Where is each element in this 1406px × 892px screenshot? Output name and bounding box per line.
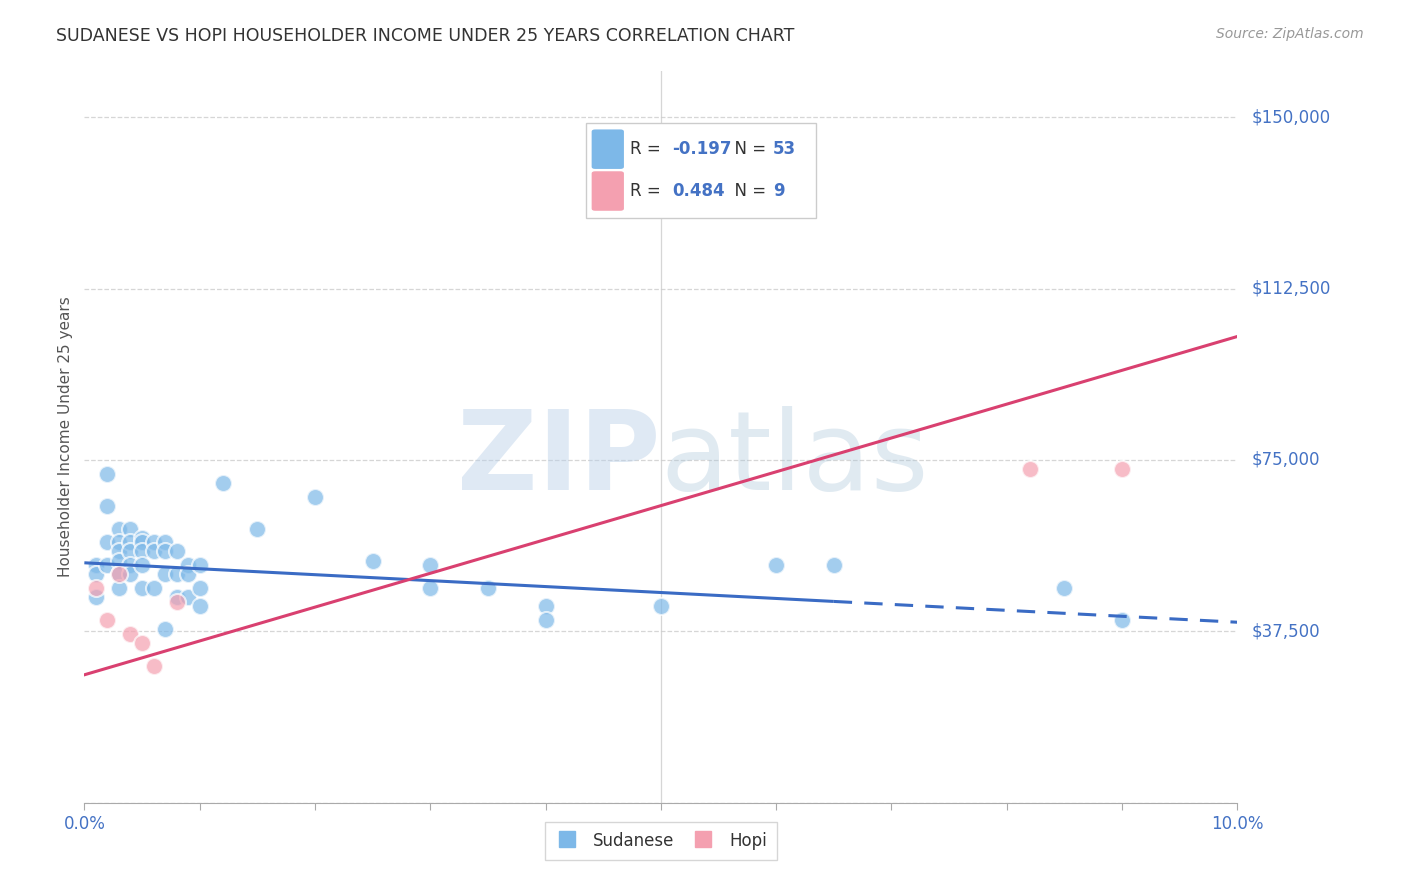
Point bbox=[120, 544, 142, 558]
Point bbox=[166, 590, 188, 604]
Text: 0.484: 0.484 bbox=[672, 182, 725, 200]
Point bbox=[108, 521, 131, 535]
Point bbox=[177, 567, 200, 582]
Point bbox=[108, 567, 131, 582]
Point bbox=[120, 626, 142, 640]
Point bbox=[108, 581, 131, 595]
Point bbox=[419, 558, 441, 573]
Point bbox=[120, 521, 142, 535]
Point bbox=[477, 581, 499, 595]
Text: atlas: atlas bbox=[661, 406, 929, 513]
Point bbox=[153, 622, 176, 636]
Point bbox=[304, 490, 326, 504]
Point bbox=[108, 553, 131, 567]
Text: Source: ZipAtlas.com: Source: ZipAtlas.com bbox=[1216, 27, 1364, 41]
Point bbox=[108, 544, 131, 558]
FancyBboxPatch shape bbox=[586, 122, 817, 218]
Point bbox=[96, 558, 118, 573]
Text: 9: 9 bbox=[773, 182, 785, 200]
FancyBboxPatch shape bbox=[592, 171, 624, 211]
FancyBboxPatch shape bbox=[592, 129, 624, 169]
Point bbox=[823, 558, 845, 573]
Point bbox=[419, 581, 441, 595]
Point bbox=[166, 544, 188, 558]
Point bbox=[96, 499, 118, 513]
Legend: Sudanese, Hopi: Sudanese, Hopi bbox=[544, 822, 778, 860]
Point bbox=[84, 590, 107, 604]
Point bbox=[142, 544, 165, 558]
Point bbox=[153, 567, 176, 582]
Point bbox=[1053, 581, 1076, 595]
Point bbox=[166, 567, 188, 582]
Point bbox=[84, 567, 107, 582]
Y-axis label: Householder Income Under 25 years: Householder Income Under 25 years bbox=[58, 297, 73, 577]
Point bbox=[96, 467, 118, 481]
Point bbox=[534, 599, 557, 614]
Point bbox=[142, 581, 165, 595]
Text: 53: 53 bbox=[773, 140, 796, 158]
Point bbox=[153, 535, 176, 549]
Point bbox=[188, 599, 211, 614]
Point bbox=[188, 581, 211, 595]
Point bbox=[120, 558, 142, 573]
Point bbox=[177, 590, 200, 604]
Point bbox=[84, 558, 107, 573]
Point bbox=[246, 521, 269, 535]
Point bbox=[142, 658, 165, 673]
Point bbox=[361, 553, 384, 567]
Point bbox=[120, 567, 142, 582]
Point bbox=[188, 558, 211, 573]
Point bbox=[131, 581, 153, 595]
Point bbox=[108, 567, 131, 582]
Text: N =: N = bbox=[724, 140, 772, 158]
Text: $112,500: $112,500 bbox=[1251, 279, 1330, 298]
Point bbox=[108, 535, 131, 549]
Text: SUDANESE VS HOPI HOUSEHOLDER INCOME UNDER 25 YEARS CORRELATION CHART: SUDANESE VS HOPI HOUSEHOLDER INCOME UNDE… bbox=[56, 27, 794, 45]
Point bbox=[211, 475, 233, 490]
Text: R =: R = bbox=[630, 140, 665, 158]
Point bbox=[131, 558, 153, 573]
Point bbox=[131, 531, 153, 545]
Text: N =: N = bbox=[724, 182, 772, 200]
Point bbox=[166, 594, 188, 608]
Text: ZIP: ZIP bbox=[457, 406, 661, 513]
Point bbox=[1111, 613, 1133, 627]
Point bbox=[84, 581, 107, 595]
Point bbox=[96, 613, 118, 627]
Point bbox=[650, 599, 672, 614]
Text: $150,000: $150,000 bbox=[1251, 108, 1330, 126]
Text: R =: R = bbox=[630, 182, 665, 200]
Point bbox=[142, 535, 165, 549]
Point bbox=[120, 535, 142, 549]
Point bbox=[1111, 462, 1133, 476]
Point bbox=[177, 558, 200, 573]
Text: $75,000: $75,000 bbox=[1251, 451, 1320, 469]
Text: -0.197: -0.197 bbox=[672, 140, 733, 158]
Point bbox=[96, 535, 118, 549]
Point bbox=[765, 558, 787, 573]
Point bbox=[131, 535, 153, 549]
Point bbox=[153, 544, 176, 558]
Point bbox=[131, 636, 153, 650]
Point bbox=[1018, 462, 1040, 476]
Point bbox=[131, 544, 153, 558]
Text: $37,500: $37,500 bbox=[1251, 623, 1320, 640]
Point bbox=[534, 613, 557, 627]
